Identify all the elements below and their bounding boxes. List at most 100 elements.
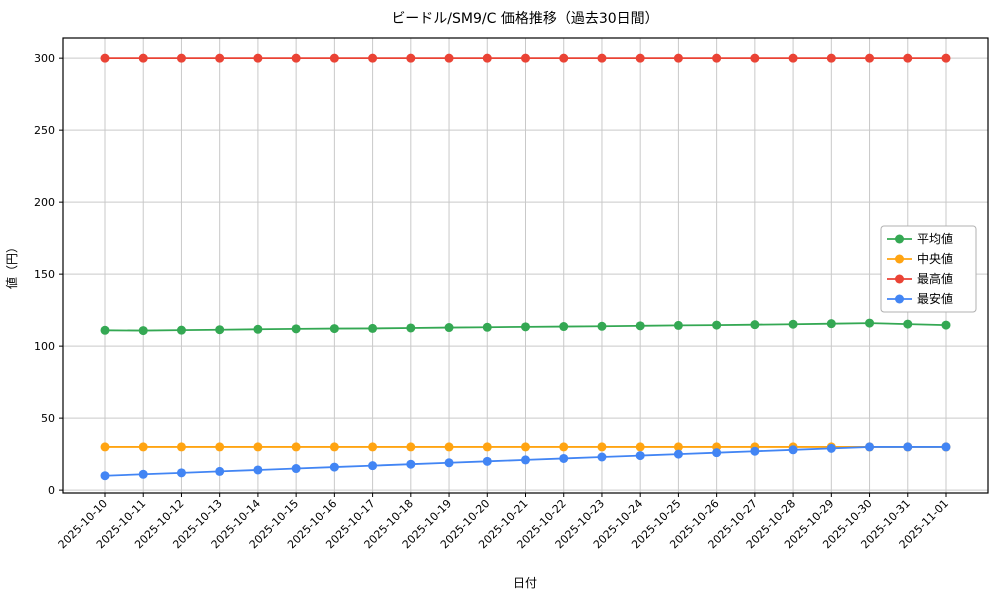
data-point <box>406 323 416 333</box>
data-point <box>712 320 722 330</box>
data-point <box>291 464 301 474</box>
data-point <box>444 323 454 333</box>
data-point <box>253 465 263 475</box>
legend-marker <box>895 294 904 304</box>
data-point <box>941 320 951 330</box>
data-point <box>597 452 607 462</box>
data-point <box>712 448 722 458</box>
axis-layer: 2025-10-102025-10-112025-10-122025-10-13… <box>34 37 989 551</box>
x-axis-label: 日付 <box>513 576 537 590</box>
legend-label: 最安値 <box>917 291 953 306</box>
data-point <box>559 453 569 463</box>
data-point <box>559 322 569 332</box>
legend-box <box>880 225 977 313</box>
data-point <box>215 325 225 335</box>
data-point <box>406 53 416 63</box>
chart-title: ビードル/SM9/C 価格推移（過去30日間） <box>391 11 658 27</box>
series-layer <box>100 53 951 481</box>
data-point <box>712 53 722 63</box>
data-point <box>865 318 875 328</box>
y-tick-label: 100 <box>34 340 55 353</box>
legend-item: 平均値 <box>887 231 953 246</box>
y-tick-label: 250 <box>34 124 55 137</box>
data-point <box>215 442 225 452</box>
data-point <box>329 462 339 472</box>
data-point <box>597 321 607 331</box>
data-point <box>291 442 301 452</box>
data-point <box>521 322 530 332</box>
data-point <box>291 324 301 334</box>
series-group <box>100 53 951 63</box>
data-point <box>368 53 378 63</box>
data-point <box>176 442 186 452</box>
y-axis-label: 値（円） <box>4 241 19 289</box>
data-point <box>559 53 569 63</box>
legend-item: 最安値 <box>887 291 953 306</box>
data-point <box>444 53 454 63</box>
data-point <box>368 461 378 471</box>
data-point <box>750 446 760 456</box>
legend-label: 最高値 <box>917 271 953 286</box>
data-point <box>826 53 836 63</box>
data-point <box>329 324 339 334</box>
data-point <box>100 471 110 481</box>
series-group <box>100 318 951 336</box>
y-tick-label: 300 <box>34 52 55 65</box>
data-point <box>368 442 378 452</box>
data-point <box>903 53 913 63</box>
data-point <box>406 442 416 452</box>
data-point <box>482 442 492 452</box>
data-point <box>788 319 798 329</box>
data-point <box>291 53 301 63</box>
y-tick-label: 50 <box>41 412 55 425</box>
data-point <box>865 53 875 63</box>
data-point <box>368 323 378 333</box>
data-point <box>253 324 263 334</box>
data-point <box>673 53 683 63</box>
data-point <box>521 53 530 63</box>
data-point <box>559 442 569 452</box>
data-point <box>673 442 683 452</box>
data-point <box>826 319 836 329</box>
y-tick-label: 0 <box>48 484 55 497</box>
data-point <box>788 445 798 455</box>
legend-label: 中央値 <box>917 251 953 266</box>
data-point <box>329 53 339 63</box>
legend-marker <box>895 234 904 244</box>
legend-marker <box>895 254 904 264</box>
data-point <box>215 53 225 63</box>
data-point <box>100 53 110 63</box>
data-point <box>482 53 492 63</box>
data-point <box>176 325 186 335</box>
y-tick-label: 150 <box>34 268 55 281</box>
data-point <box>138 326 148 336</box>
data-point <box>482 456 492 466</box>
data-point <box>826 443 836 453</box>
data-point <box>903 319 913 329</box>
series-group <box>100 442 951 481</box>
data-point <box>444 442 454 452</box>
data-point <box>597 442 607 452</box>
data-point <box>406 459 416 469</box>
data-point <box>521 455 530 465</box>
data-point <box>521 442 530 452</box>
data-point <box>635 451 645 461</box>
data-point <box>750 53 760 63</box>
data-point <box>903 442 913 452</box>
legend-item: 最高値 <box>887 271 953 286</box>
data-point <box>482 322 492 332</box>
legend-item: 中央値 <box>887 251 953 266</box>
data-point <box>176 53 186 63</box>
data-point <box>635 321 645 331</box>
data-point <box>138 442 148 452</box>
legend-marker <box>895 274 904 284</box>
data-point <box>635 442 645 452</box>
data-point <box>215 466 225 476</box>
data-point <box>253 442 263 452</box>
data-point <box>253 53 263 63</box>
data-point <box>138 53 148 63</box>
data-point <box>176 468 186 478</box>
data-point <box>100 325 110 335</box>
